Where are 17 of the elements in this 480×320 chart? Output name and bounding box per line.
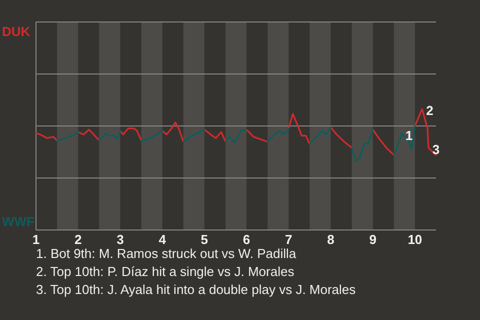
x-tick-label: 8 (327, 232, 334, 247)
x-tick-label: 9 (369, 232, 376, 247)
text: 1. Bot 9th: M. Ramos struck out vs W. Padilla (36, 246, 297, 261)
x-tick-label: 4 (158, 232, 167, 247)
x-tick-label: 6 (242, 232, 250, 247)
x-tick-label: 7 (285, 232, 292, 247)
annotation: 3 (432, 142, 440, 157)
text: 2. Top 10th: P. Díaz hit a single vs J. Morales (36, 264, 295, 279)
x-tick-label: 2 (74, 232, 82, 247)
text: DUK (2, 24, 31, 39)
x-tick-label: 1 (32, 232, 40, 247)
x-tick-label: 10 (408, 232, 422, 247)
annotation: 2 (426, 103, 434, 118)
x-tick-label: 3 (116, 232, 124, 247)
text: 3. Top 10th: J. Ayala hit into a double play vs J. Morales (36, 282, 356, 297)
x-tick-label: 5 (200, 232, 208, 247)
annotation: 1 (405, 128, 413, 143)
